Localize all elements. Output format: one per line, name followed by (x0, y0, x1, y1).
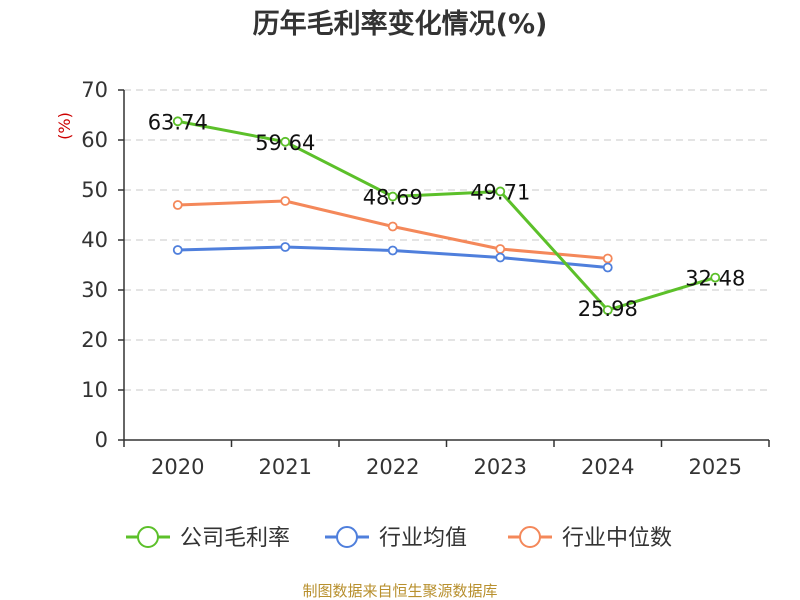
y-axis-label: (%) (55, 112, 74, 140)
x-tick-label: 2020 (151, 455, 204, 479)
data-point (602, 262, 613, 273)
data-point (172, 200, 183, 210)
legend-label: 公司毛利率 (180, 526, 290, 551)
legend-marker (137, 526, 159, 548)
y-tick-label: 70 (81, 78, 108, 102)
y-tick-label: 30 (81, 278, 108, 302)
data-label: 25.98 (578, 297, 638, 321)
legend-marker (519, 526, 541, 548)
data-point (495, 252, 506, 263)
data-point (495, 186, 506, 197)
legend-marker (336, 526, 358, 548)
data-point (495, 244, 506, 254)
data-point (172, 116, 183, 127)
x-tick-label: 2021 (259, 455, 312, 479)
legend-label: 行业中位数 (562, 526, 672, 551)
data-point (172, 245, 183, 255)
data-label: 63.74 (148, 110, 208, 134)
data-point (387, 221, 398, 232)
y-tick-label: 10 (81, 378, 108, 402)
series-line-0 (177, 119, 716, 312)
data-label: 49.71 (470, 180, 530, 204)
x-tick-label: 2022 (366, 455, 419, 479)
data-point (387, 191, 398, 202)
y-tick-label: 20 (81, 328, 108, 352)
data-label: 32.48 (685, 267, 745, 291)
data-label: 59.64 (255, 131, 315, 155)
y-tick-label: 60 (81, 128, 108, 152)
y-tick-label: 40 (81, 228, 108, 252)
y-tick-label: 0 (95, 428, 108, 452)
data-point (602, 253, 613, 264)
data-point (280, 196, 291, 206)
y-tick-label: 50 (81, 178, 108, 202)
source-note: 制图数据来自恒生聚源数据库 (302, 582, 497, 600)
data-point (280, 136, 291, 147)
data-point (602, 305, 613, 316)
data-point (387, 245, 398, 256)
data-point (280, 242, 291, 252)
x-tick-label: 2024 (581, 455, 634, 479)
data-label: 48.69 (363, 186, 423, 210)
x-tick-label: 2023 (474, 455, 527, 479)
chart-title: 历年毛利率变化情况(%) (253, 8, 548, 40)
data-point (710, 272, 721, 283)
legend-label: 行业均值 (379, 526, 467, 551)
x-tick-label: 2025 (689, 455, 742, 479)
